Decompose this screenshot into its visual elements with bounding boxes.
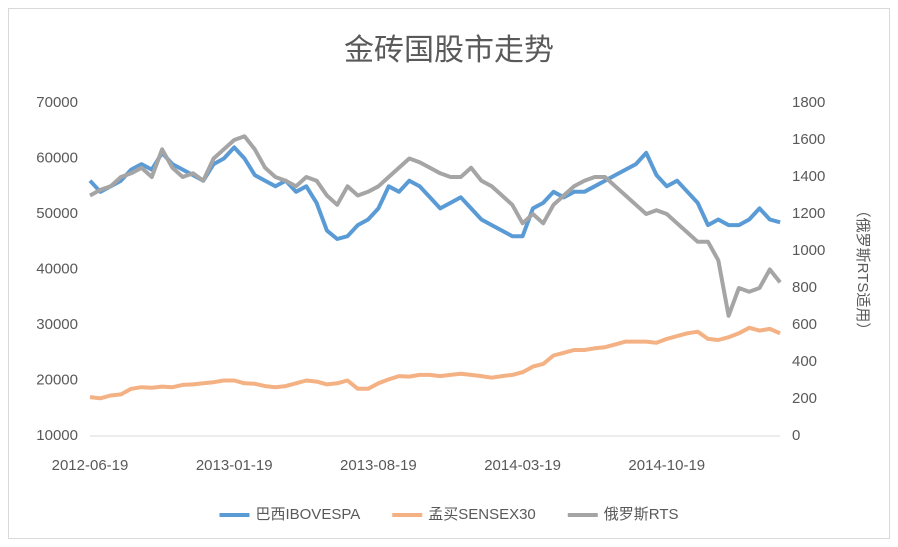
chart-title: 金砖国股市走势 <box>344 34 554 67</box>
y-tick-label: 50000 <box>36 205 78 222</box>
x-tick-label: 2012-06-19 <box>52 457 129 474</box>
y-tick-label: 20000 <box>36 371 78 388</box>
y2-axis-label: （俄罗斯RTS适用） <box>854 203 871 338</box>
y2-tick-label: 200 <box>792 390 817 407</box>
y2-tick-label: 1400 <box>792 168 825 185</box>
y-tick-label: 70000 <box>36 94 78 111</box>
y2-tick-label: 0 <box>792 427 800 444</box>
y2-tick-label: 1200 <box>792 205 825 222</box>
y-tick-label: 30000 <box>36 316 78 333</box>
x-tick-label: 2014-10-19 <box>628 457 705 474</box>
series-line <box>89 134 782 318</box>
chart-border <box>8 8 890 539</box>
x-tick-label: 2013-01-19 <box>196 457 273 474</box>
y2-tick-label: 1600 <box>792 131 825 148</box>
y2-tick-label: 800 <box>792 279 817 296</box>
x-tick-label: 2013-08-19 <box>340 457 417 474</box>
y2-tick-label: 400 <box>792 353 817 370</box>
y2-tick-label: 600 <box>792 316 817 333</box>
y-tick-label: 40000 <box>36 260 78 277</box>
legend-label: 俄罗斯RTS <box>604 506 679 523</box>
series-line <box>89 325 781 401</box>
y2-tick-label: 1800 <box>792 94 825 111</box>
x-tick-label: 2014-03-19 <box>484 457 561 474</box>
y-tick-label: 60000 <box>36 149 78 166</box>
legend-label: 孟买SENSEX30 <box>428 506 536 523</box>
legend-label: 巴西IBOVESPA <box>255 506 360 523</box>
y2-tick-label: 1000 <box>792 242 825 259</box>
y-tick-label: 10000 <box>36 427 78 444</box>
